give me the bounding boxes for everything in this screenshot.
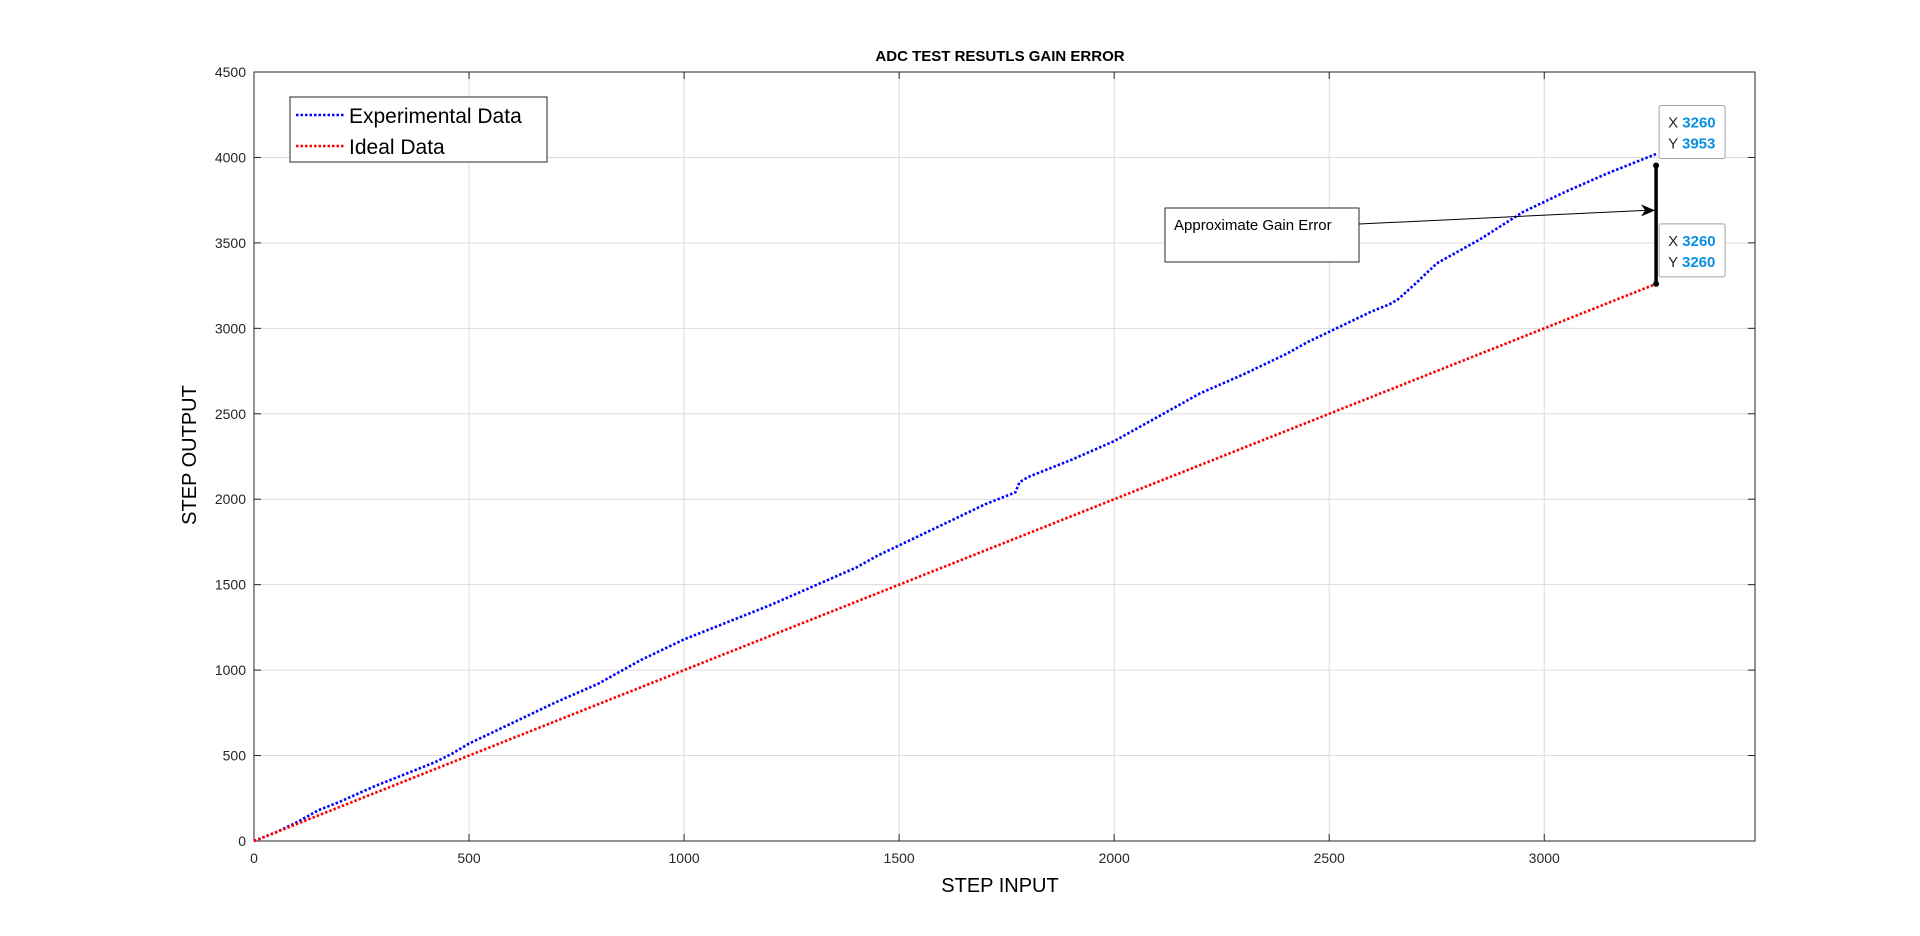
datatip-box	[1658, 104, 1726, 159]
y-tick-label: 1000	[215, 662, 246, 678]
x-tick-label: 1500	[884, 850, 915, 866]
legend-label-ideal: Ideal Data	[349, 136, 445, 159]
y-tick-label: 3500	[215, 235, 246, 251]
y-tick-label: 500	[223, 748, 247, 764]
y-tick-label: 2500	[215, 406, 246, 422]
datatip-x-label: X 3260	[1668, 114, 1716, 131]
y-tick-label: 4500	[215, 64, 246, 80]
chart-title: ADC TEST RESUTLS GAIN ERROR	[875, 48, 1124, 65]
series-line-ideal	[253, 282, 1657, 843]
x-tick-label: 3000	[1529, 850, 1560, 866]
annotation-box	[1164, 207, 1360, 263]
x-tick-label: 2000	[1099, 850, 1130, 866]
y-tick-label: 4000	[215, 149, 246, 165]
annotation-arrow-line	[1358, 209, 1646, 225]
annotation-text: Approximate Gain Error	[1174, 217, 1332, 234]
datatip-x-value: 3260	[1682, 233, 1715, 250]
y-tick-label: 0	[238, 833, 246, 849]
series-line-experimental	[253, 152, 1657, 843]
datatip-box	[1658, 223, 1726, 278]
axes-box	[253, 71, 1756, 842]
legend-box	[289, 96, 548, 163]
series-layer	[253, 152, 1657, 843]
legend-label-experimental: Experimental Data	[349, 105, 522, 128]
datatip-marker	[1653, 280, 1660, 287]
x-tick-label: 0	[250, 850, 258, 866]
datatip-y-label: Y 3953	[1668, 135, 1715, 152]
ticks: 0 500 1000 1500 2000 2500 3000 0 500 1000 1500 2000…	[215, 64, 1755, 866]
y-tick-label: 2000	[215, 491, 246, 507]
annotation-arrowhead	[1641, 204, 1656, 217]
annotation-layer: X 3260 Y 3953 X 3260 Y 3260 Approximate Gain…	[1164, 104, 1726, 287]
legend: Experimental Data Ideal Data	[289, 96, 548, 163]
datatip-y-label: Y 3260	[1668, 254, 1715, 271]
y-tick-label: 3000	[215, 320, 246, 336]
x-tick-label: 2500	[1314, 850, 1345, 866]
y-axis-label: STEP OUTPUT	[179, 385, 201, 525]
x-axis-label: STEP INPUT	[941, 875, 1058, 897]
datatip-y-value: 3260	[1682, 254, 1715, 271]
datatip-x-value: 3260	[1682, 114, 1715, 131]
x-tick-label: 500	[457, 850, 481, 866]
y-tick-label: 1500	[215, 577, 246, 593]
datatip-y-value: 3953	[1682, 135, 1715, 152]
datatip-marker	[1653, 162, 1660, 169]
x-tick-label: 1000	[669, 850, 700, 866]
datatip-x-label: X 3260	[1668, 233, 1716, 250]
